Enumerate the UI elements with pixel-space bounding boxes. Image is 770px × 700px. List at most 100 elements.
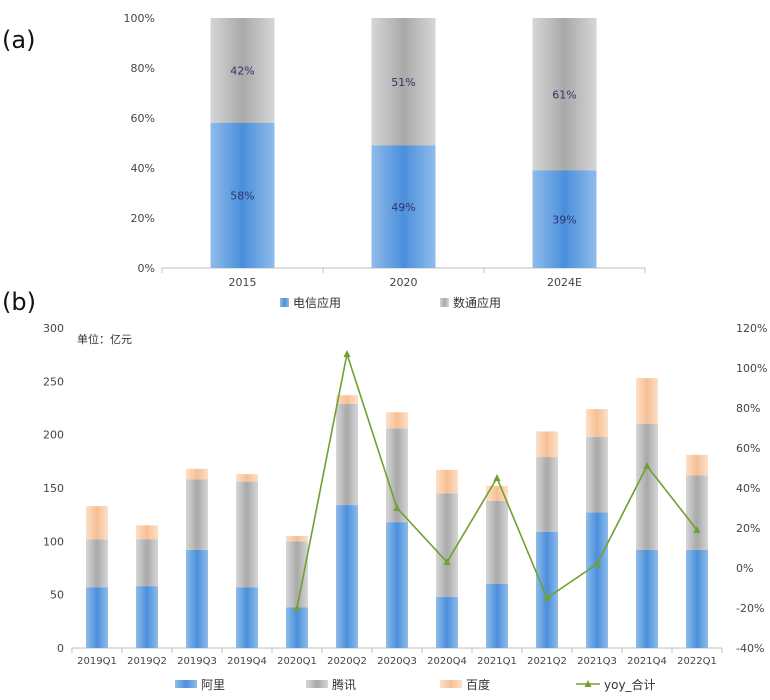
bar-segment-ali [486,584,508,648]
data-label: 58% [230,190,254,203]
bar-segment-tencent [386,428,408,523]
y-right-tick-label: 120% [736,322,767,335]
bar-segment-tencent [136,539,158,587]
x-tick-label: 2021Q1 [477,656,517,667]
bar-segment-ali [686,549,708,648]
y-tick-label: 20% [131,212,155,225]
x-tick-label: 2022Q1 [677,656,717,667]
bar-segment-baidu [136,525,158,540]
bar-segment-tencent [636,424,658,550]
y-right-tick-label: -20% [736,602,764,615]
x-tick-label: 2020Q3 [377,656,417,667]
bar-segment-baidu [636,378,658,424]
bar-segment-telecom [210,123,275,268]
legend-line-marker [584,680,592,687]
bar-segment-tencent [286,541,308,608]
yoy-point [343,350,351,357]
bar-segment-baidu [686,454,708,476]
bar-segment-baidu [586,409,608,437]
bar-segment-tencent [536,457,558,532]
x-tick-label: 2019Q1 [77,656,117,667]
legend-swatch [175,680,197,688]
bar-segment-ali [286,607,308,648]
bar-segment-ali [86,587,108,648]
yoy-point [643,462,651,469]
bar-segment-tencent [486,500,508,584]
y-tick-label: 80% [131,62,155,75]
bar-segment-tencent [86,539,108,588]
y-left-tick-label: 200 [43,429,64,442]
bar-segment-baidu [336,395,358,404]
bar-segment-tencent [186,479,208,550]
legend-swatch [440,680,462,688]
bar-segment-tencent [586,436,608,513]
bar-segment-baidu [386,412,408,429]
legend-swatch [306,680,328,688]
x-tick-label: 2020Q4 [427,656,467,667]
bar-segment-ali [436,596,458,648]
y-left-tick-label: 150 [43,482,64,495]
y-tick-label: 40% [131,162,155,175]
bar-segment-ali [136,586,158,648]
x-tick-label: 2019Q4 [227,656,267,667]
x-tick-label: 2021Q2 [527,656,567,667]
bar-segment-tencent [236,481,258,588]
yoy-point [543,594,551,601]
x-tick-label: 2019Q3 [177,656,217,667]
y-left-tick-label: 50 [50,589,64,602]
x-tick-label: 2019Q2 [127,656,167,667]
legend-label: 阿里 [201,678,225,692]
legend-swatch [440,298,449,307]
y-left-tick-label: 100 [43,535,64,548]
y-right-tick-label: 0% [736,562,753,575]
x-tick-label: 2020Q2 [327,656,367,667]
data-label: 49% [391,201,415,214]
legend-label: 数通应用 [453,295,501,310]
y-right-tick-label: 100% [736,362,767,375]
bar-segment-ali [536,531,558,648]
bar-segment-datacom [371,18,436,146]
chart-a: 0% 20% 40% 60% 80% 100% 58% 42% 2015 49% 51% 2020 39… [124,12,646,310]
bar-segment-telecom [371,145,436,268]
x-tick-label: 2020Q1 [277,656,317,667]
y-right-tick-label: 80% [736,402,760,415]
bar-segment-ali [186,549,208,648]
bar-segment-ali [336,505,358,648]
y-right-tick-label: -40% [736,642,764,655]
bar-segment-baidu [186,468,208,480]
x-tick-label: 2021Q3 [577,656,617,667]
bar-segment-datacom [210,18,275,123]
x-tick-label: 2015 [229,276,257,289]
y-left-tick-label: 0 [57,642,64,655]
yoy-point [593,560,601,567]
y-right-tick-label: 20% [736,522,760,535]
legend-label: 百度 [466,677,490,692]
bar-segment-baidu [286,536,308,542]
y-tick-label: 100% [124,12,155,25]
yoy-point [443,558,451,565]
bar-segment-ali [636,549,658,648]
bar-segment-baidu [236,474,258,482]
bar-segment-ali [586,512,608,648]
chart-b: 0 50 100 150 200 250 300 -40% -20% 0% 20% 40% 60% 80%… [43,322,767,692]
x-tick-label: 2020 [390,276,418,289]
bar-segment-baidu [436,469,458,494]
bar-segment-ali [236,587,258,648]
data-label: 39% [552,213,576,226]
legend-label: 电信应用 [293,295,341,310]
bar-segment-ali [386,522,408,648]
y-left-tick-label: 250 [43,375,64,388]
legend-label: yoy_合计 [604,677,656,692]
yoy-point [693,526,701,533]
y-tick-label: 60% [131,112,155,125]
bar-segment-telecom [532,170,597,268]
x-tick-label: 2021Q4 [627,656,667,667]
bar-segment-tencent [436,493,458,597]
y-left-tick-label: 300 [43,322,64,335]
y-tick-label: 0% [138,262,155,275]
legend-swatch [280,298,289,307]
y-right-tick-label: 40% [736,482,760,495]
bar-segment-tencent [686,475,708,550]
bar-segment-tencent [336,403,358,506]
yoy-point [293,604,301,611]
